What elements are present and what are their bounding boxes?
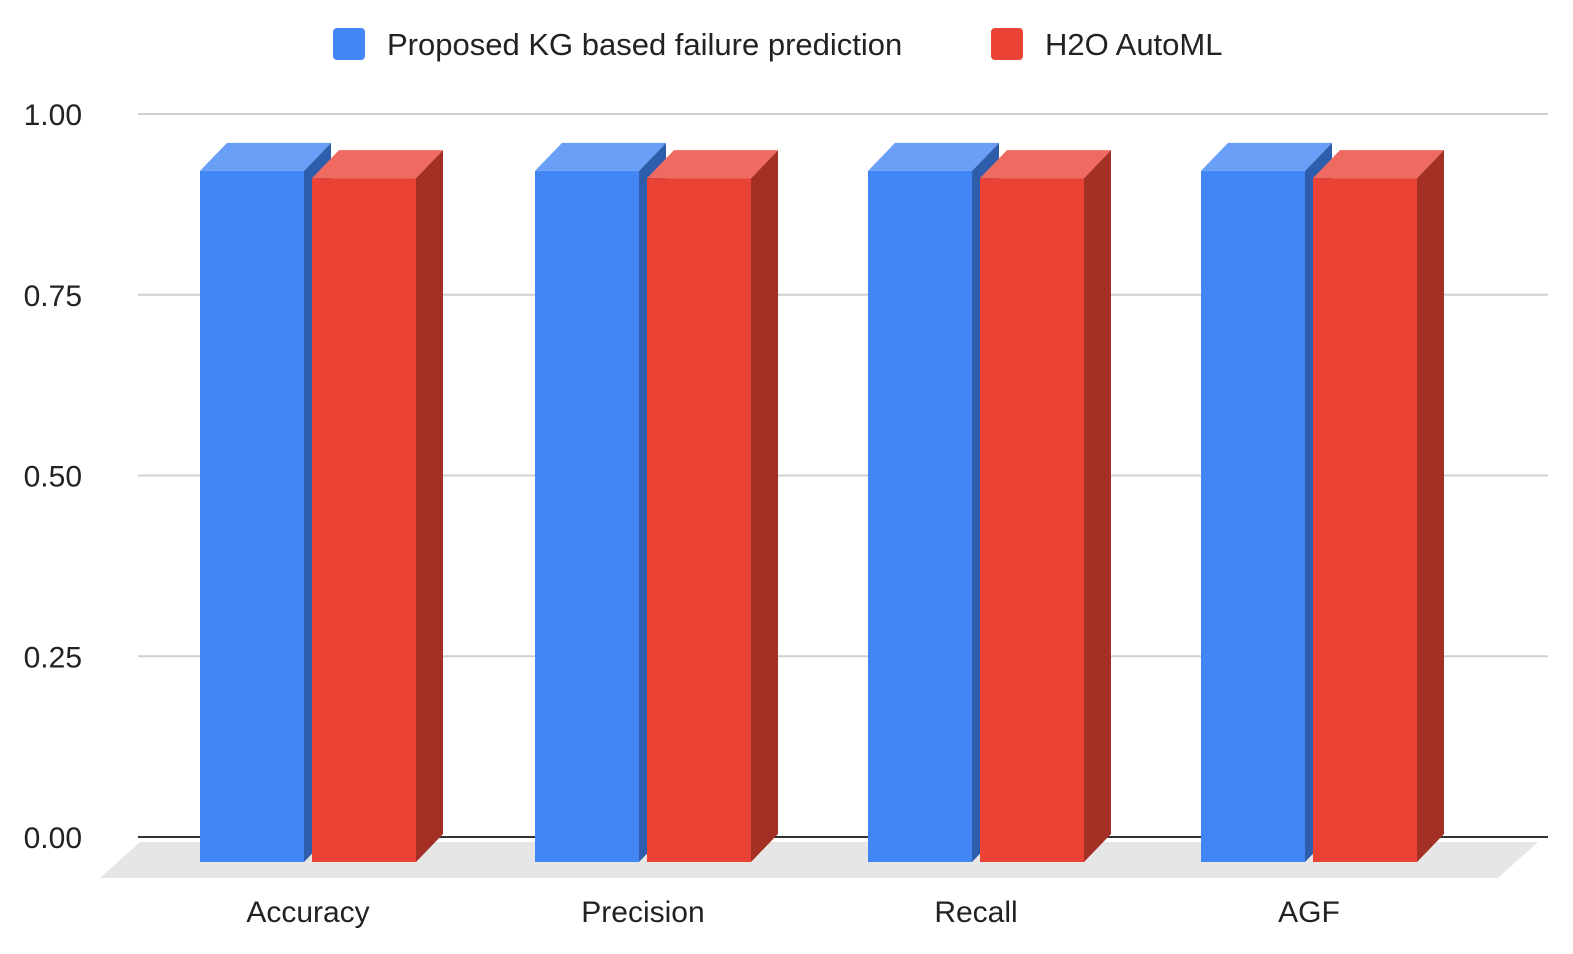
bar-side <box>1417 150 1444 862</box>
bar-h2o-accuracy <box>312 150 443 862</box>
bar-top <box>647 150 778 179</box>
y-tick-label: 0.25 <box>24 641 82 674</box>
bars <box>200 142 1444 863</box>
bar-front <box>868 170 972 863</box>
x-axis-labels: Accuracy Precision Recall AGF <box>246 896 1340 929</box>
bar-proposed-precision <box>535 142 666 863</box>
x-tick-label: Accuracy <box>246 896 369 929</box>
legend-swatch-h2o <box>991 28 1023 60</box>
bar-proposed-agf <box>1201 142 1332 863</box>
bar-front <box>200 170 304 863</box>
legend-swatch-proposed <box>333 28 365 60</box>
legend: Proposed KG based failure prediction H2O… <box>333 27 1222 62</box>
x-tick-label: AGF <box>1278 896 1340 929</box>
bar-front <box>1313 178 1417 862</box>
chart-floor <box>100 842 1538 878</box>
bar-top <box>868 142 999 171</box>
bar-top <box>1313 150 1444 179</box>
legend-item-proposed: Proposed KG based failure prediction <box>333 27 902 62</box>
y-tick-label: 0.50 <box>24 461 82 494</box>
legend-item-h2o: H2O AutoML <box>991 27 1222 62</box>
y-axis-ticks: 0.00 0.25 0.50 0.75 1.00 <box>24 99 82 855</box>
y-tick-label: 1.00 <box>24 99 82 132</box>
bar-top <box>980 150 1111 179</box>
bar-group-accuracy <box>200 142 443 863</box>
bar-front <box>312 178 416 862</box>
bar-top <box>1201 142 1332 171</box>
x-tick-label: Recall <box>934 896 1017 929</box>
bar-proposed-accuracy <box>200 142 331 863</box>
y-tick-label: 0.75 <box>24 280 82 313</box>
y-tick-label: 0.00 <box>24 822 82 855</box>
bar-top <box>312 150 443 179</box>
legend-label-h2o: H2O AutoML <box>1045 27 1222 62</box>
bar-h2o-recall <box>980 150 1111 862</box>
bar-h2o-precision <box>647 150 778 862</box>
bar-h2o-agf <box>1313 150 1444 862</box>
bar-side <box>751 150 778 862</box>
bar-group-recall <box>868 142 1111 863</box>
floor-plane <box>100 842 1538 878</box>
bar-group-agf <box>1201 142 1444 863</box>
bar-front <box>647 178 751 862</box>
bar-group-precision <box>535 142 778 863</box>
bar-front <box>1201 170 1305 863</box>
bar-front <box>535 170 639 863</box>
bar-side <box>1084 150 1111 862</box>
x-tick-label: Precision <box>581 896 704 929</box>
bar-top <box>200 142 331 171</box>
bar-top <box>535 142 666 171</box>
bar-proposed-recall <box>868 142 999 863</box>
legend-label-proposed: Proposed KG based failure prediction <box>387 27 902 62</box>
bar-side <box>416 150 443 862</box>
bar-front <box>980 178 1084 862</box>
